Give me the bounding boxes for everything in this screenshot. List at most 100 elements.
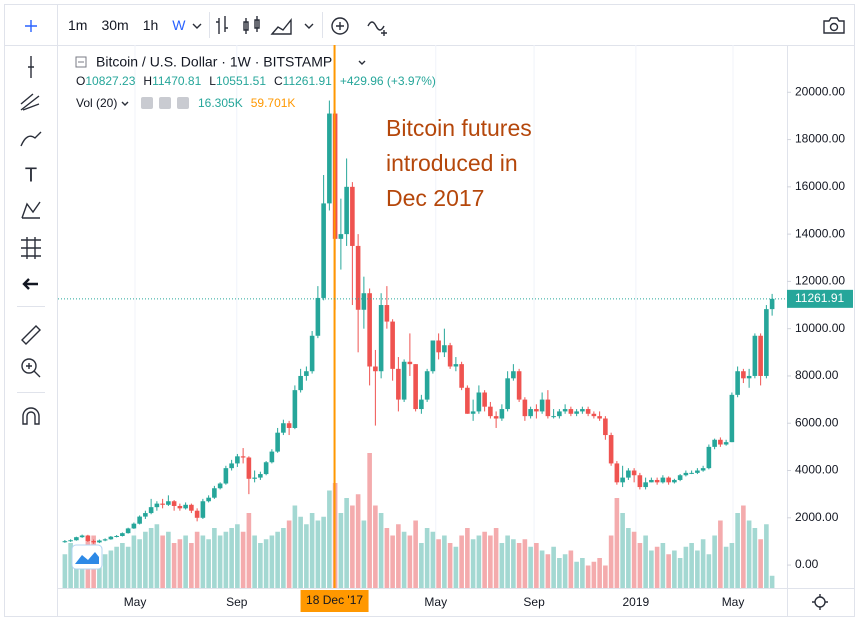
volume-bar [551, 546, 556, 588]
volume-bar [286, 520, 292, 588]
y-tick-label: 0.00 [795, 557, 819, 571]
y-tick-label: 18000.00 [795, 132, 845, 146]
volume-bar [534, 543, 539, 588]
volume-bar [160, 535, 165, 588]
candle-body [580, 409, 585, 412]
candle-body [654, 479, 660, 483]
candle-body [470, 411, 476, 414]
symbol-title[interactable]: Bitcoin / U.S. Dollar · 1W · BITSTAMP [96, 54, 332, 70]
candle-body [315, 297, 321, 336]
volume-bar [706, 554, 712, 588]
area-style[interactable] [270, 18, 292, 35]
interval-button[interactable]: 1h [143, 17, 159, 33]
volume-bar [511, 539, 516, 588]
zoom-handle [26, 363, 41, 378]
candle-body [424, 371, 430, 400]
settings-button[interactable] [159, 97, 171, 109]
symbol-menu[interactable] [358, 60, 366, 65]
volume-bar [591, 561, 597, 588]
volume-bar [281, 528, 286, 588]
settings-teeth [812, 594, 828, 610]
candle-body [488, 406, 493, 417]
bar-style[interactable] [216, 16, 228, 34]
pattern-tool[interactable] [21, 201, 41, 219]
interval-button[interactable]: 1m [68, 17, 87, 33]
compare[interactable] [331, 17, 349, 35]
crosshair-tool[interactable] [25, 20, 37, 32]
logo-mark [75, 552, 99, 564]
candle-body [120, 533, 125, 536]
volume-legend: Vol (20) 16.305K 59.701K [76, 96, 295, 110]
candle-body [453, 364, 459, 367]
candle-body [574, 411, 579, 414]
indicators[interactable] [367, 21, 387, 36]
candle-body [85, 535, 91, 541]
volume-bar [528, 546, 533, 588]
style-menu[interactable] [304, 23, 314, 29]
collapse-box[interactable] [75, 56, 87, 68]
volume-bar [223, 531, 229, 588]
brush-tool[interactable] [20, 131, 42, 147]
text-tool[interactable]: T [25, 164, 37, 186]
volume-bar [729, 543, 735, 588]
candle-body [539, 399, 545, 412]
fib-tool[interactable] [20, 93, 40, 111]
candle-body [677, 475, 683, 480]
volume-bar [723, 546, 729, 588]
volume-bar [637, 543, 643, 588]
eye-button[interactable] [141, 97, 153, 109]
trend-line-tool[interactable] [28, 56, 34, 78]
candle-body [275, 432, 280, 452]
volume-bar [557, 558, 562, 588]
volume-bar [689, 543, 694, 588]
candle-body [160, 503, 165, 505]
candle-body [729, 394, 735, 443]
candle-style[interactable] [243, 16, 260, 34]
candle-body [206, 497, 211, 502]
volume-bar [390, 535, 395, 588]
volume-bar [240, 531, 246, 588]
prediction-tool[interactable] [21, 237, 41, 259]
candle-body [194, 510, 200, 518]
candle-body [246, 457, 252, 479]
ohlc-value: 11261.91 [283, 74, 332, 88]
interval-menu[interactable] [192, 23, 202, 29]
candle-body [476, 392, 482, 412]
volume-bar [683, 546, 689, 588]
volume-bar [206, 539, 211, 588]
measure-tool[interactable] [21, 325, 41, 345]
volume-bar [545, 554, 551, 588]
screenshot[interactable] [823, 17, 845, 34]
volume-pane [62, 453, 775, 588]
volume-ma: 59.701K [251, 96, 296, 110]
candle-body [344, 186, 349, 235]
candle-body [373, 366, 378, 372]
volume-bar [562, 554, 568, 588]
candle-body [327, 113, 332, 204]
candle-body [482, 392, 487, 407]
ohlc-value: 10551.51 [216, 74, 266, 88]
candle-body [706, 446, 712, 469]
interval-button[interactable]: W [172, 17, 186, 33]
volume-bar [614, 498, 620, 588]
candle-body [649, 479, 654, 483]
interval-buttons[interactable]: 1m 30m 1h W [68, 17, 186, 33]
y-tick-label: 12000.00 [795, 274, 845, 288]
volume-menu[interactable] [121, 101, 129, 106]
candle-body [516, 371, 522, 400]
close-button[interactable] [177, 97, 189, 109]
volume-bar [338, 513, 344, 588]
candle-body [292, 390, 298, 428]
zoom-tool[interactable] [21, 358, 37, 374]
candle-body [355, 245, 361, 310]
volume-bar [620, 513, 625, 588]
candle-body [465, 387, 470, 414]
candle-body [505, 378, 510, 410]
candle-body [200, 501, 206, 518]
back-tool[interactable] [22, 278, 38, 290]
magnet-tool[interactable] [22, 407, 40, 425]
ohlc-prefix: O [76, 74, 85, 88]
candle-body [97, 540, 102, 543]
interval-button[interactable]: 30m [101, 17, 128, 33]
